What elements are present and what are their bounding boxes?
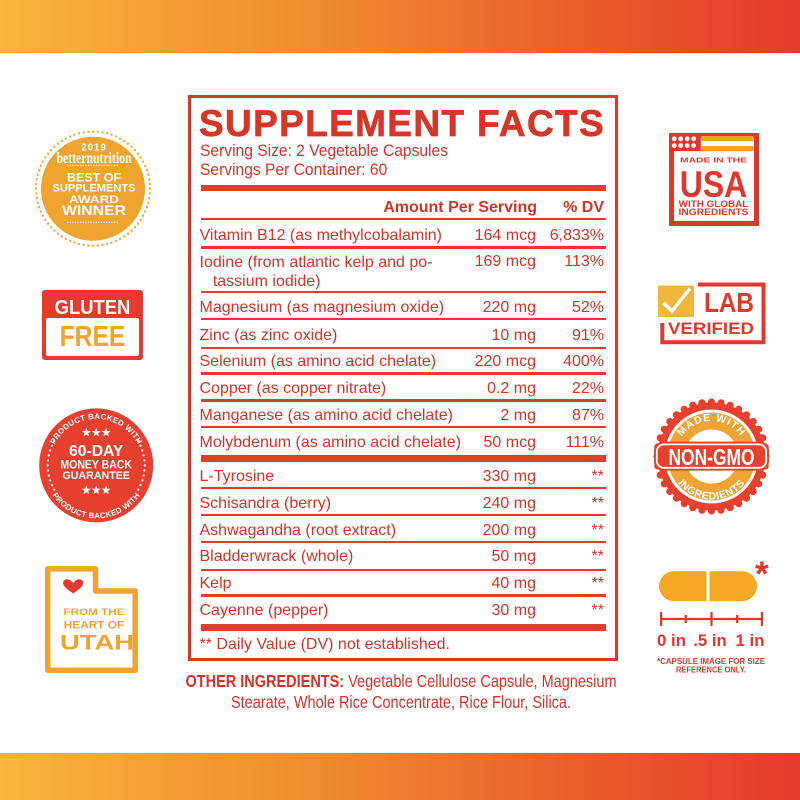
svg-text:2019: 2019 — [81, 142, 107, 153]
svg-text:.5 in: .5 in — [693, 631, 727, 650]
svg-text:NON-GMO: NON-GMO — [669, 444, 755, 470]
svg-text:UTAH: UTAH — [60, 629, 134, 654]
svg-text:LAB: LAB — [704, 287, 754, 318]
svg-text:INGREDIENTS: INGREDIENTS — [679, 207, 749, 217]
svg-text:1 in: 1 in — [736, 631, 765, 650]
svg-text:60-DAY: 60-DAY — [69, 443, 124, 460]
svg-text:MONEY BACK: MONEY BACK — [60, 457, 132, 471]
svg-text:0 in: 0 in — [657, 631, 686, 650]
svg-text:HEART OF: HEART OF — [64, 619, 125, 631]
svg-text:VERIFIED: VERIFIED — [668, 320, 754, 338]
svg-text:BEST OF: BEST OF — [67, 171, 121, 185]
svg-text:REFERENCE ONLY.: REFERENCE ONLY. — [676, 665, 746, 675]
svg-text:WITH GLOBAL: WITH GLOBAL — [679, 199, 749, 209]
svg-text:*: * — [755, 555, 769, 594]
svg-text:*CAPSULE IMAGE FOR SIZE: *CAPSULE IMAGE FOR SIZE — [657, 656, 765, 666]
svg-text:USA: USA — [680, 164, 748, 205]
svg-text:betternutrition: betternutrition — [57, 150, 132, 167]
svg-text:SUPPLEMENTS: SUPPLEMENTS — [53, 183, 137, 195]
svg-text:WINNER: WINNER — [62, 203, 126, 218]
svg-text:MADE IN THE: MADE IN THE — [680, 156, 747, 165]
svg-text:FROM THE: FROM THE — [64, 607, 126, 618]
svg-text:AWARD: AWARD — [69, 194, 119, 206]
svg-text:GUARANTEE: GUARANTEE — [62, 470, 130, 482]
